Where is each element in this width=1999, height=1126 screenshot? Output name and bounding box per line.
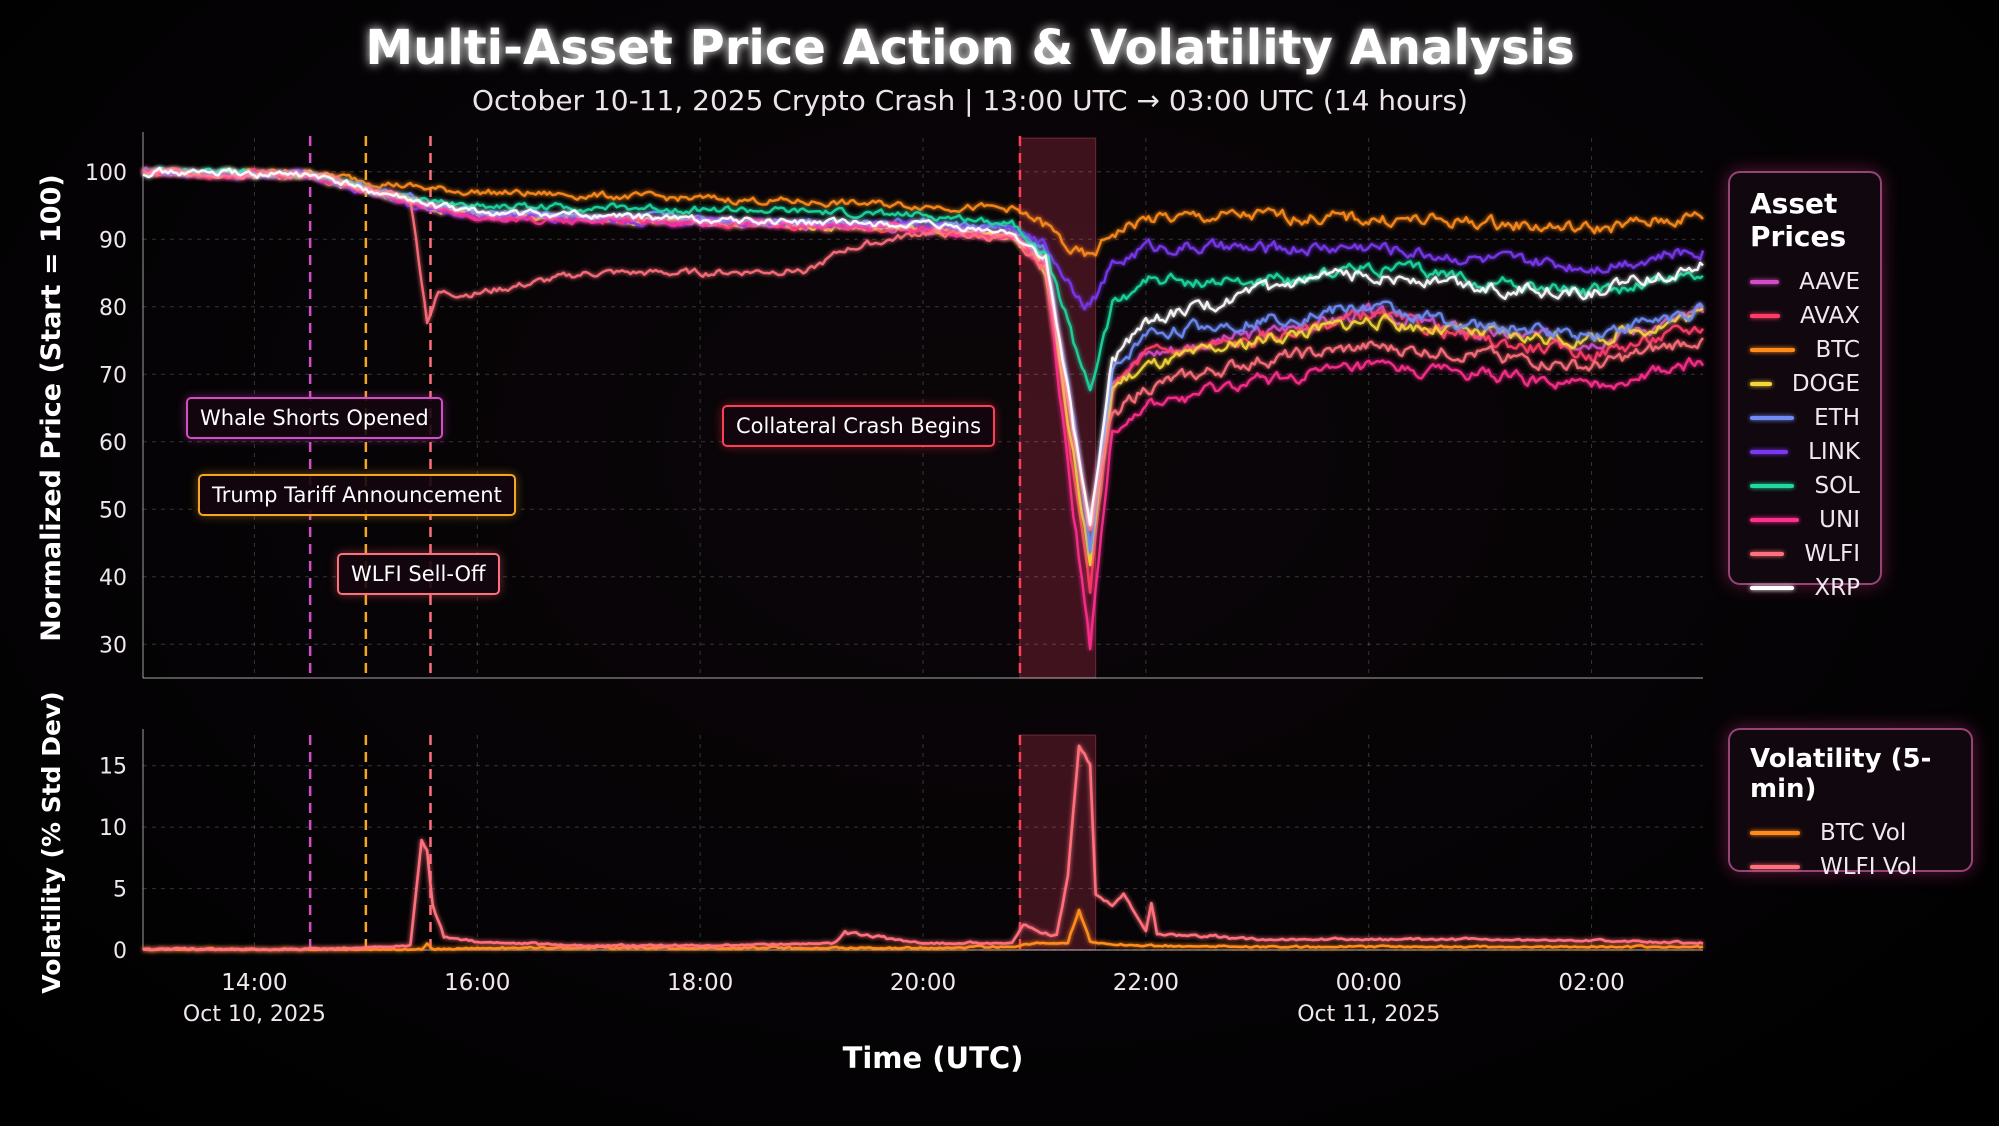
y-tick-label: 60 <box>99 431 127 456</box>
legend-label: BTC <box>1815 337 1860 363</box>
series-line-sol <box>142 166 1704 392</box>
chart-title: Multi-Asset Price Action & Volatility An… <box>365 20 1574 76</box>
legend-swatch <box>1750 280 1780 284</box>
series-line-xrp <box>142 166 1704 527</box>
y-tick-label: 80 <box>99 296 127 321</box>
y-tick-label: 15 <box>99 755 127 780</box>
legend-swatch <box>1750 450 1789 454</box>
x-tick-label: 16:00 <box>444 970 510 996</box>
x-tick-label: 02:00 <box>1558 970 1624 996</box>
x-tick-sublabel: Oct 10, 2025 <box>183 1002 326 1027</box>
y-tick-label: 30 <box>99 633 127 658</box>
legend-item: UNI <box>1750 503 1860 537</box>
event-annotation: Whale Shorts Opened <box>186 397 443 439</box>
legend-title: Asset Prices <box>1750 187 1847 253</box>
chart-subtitle: October 10-11, 2025 Crypto Crash | 13:00… <box>472 84 1468 117</box>
x-tick-label: 00:00 <box>1336 970 1402 996</box>
legend-swatch <box>1750 348 1796 352</box>
legend-item: WLFI <box>1750 537 1860 571</box>
y-tick-label: 90 <box>99 228 127 253</box>
legend-swatch <box>1750 484 1795 488</box>
event-annotation: Trump Tariff Announcement <box>198 474 516 516</box>
legend-item: BTC Vol <box>1750 816 1951 850</box>
legend-swatch <box>1750 416 1795 420</box>
legend-item: DOGE <box>1750 367 1860 401</box>
legend-swatch <box>1750 518 1800 522</box>
legend-title: Volatility (5-min) <box>1750 744 1932 804</box>
legend-swatch <box>1750 831 1800 835</box>
vol-line-btc-vol <box>142 908 1704 952</box>
legend-swatch <box>1750 382 1772 386</box>
legend-label: AVAX <box>1799 303 1860 329</box>
legend-volatility: Volatility (5-min) BTC Vol WLFI Vol <box>1728 728 1973 880</box>
y-tick-label: 5 <box>113 878 127 903</box>
legend-label: WLFI <box>1804 541 1860 567</box>
legend-asset-prices: Asset Prices AAVE AVAX BTC DOGE ETH LINK SOL UN… <box>1728 171 1882 601</box>
legend-swatch <box>1750 865 1800 869</box>
legend-item: AAVE <box>1750 265 1860 299</box>
x-tick-label: 22:00 <box>1113 970 1179 996</box>
x-tick-label: 20:00 <box>890 970 956 996</box>
legend-label: LINK <box>1808 439 1860 465</box>
legend-item: LINK <box>1750 435 1860 469</box>
legend-item: ETH <box>1750 401 1860 435</box>
vol-line-wlfi-vol <box>143 744 1704 952</box>
y-axis-label-volatility: Volatility (% Std Dev) <box>37 691 66 993</box>
event-annotation: WLFI Sell-Off <box>337 553 500 595</box>
y-tick-label: 50 <box>99 498 127 523</box>
x-tick-sublabel: Oct 11, 2025 <box>1297 1002 1440 1027</box>
series-line-btc <box>142 167 1704 257</box>
legend-label: SOL <box>1814 473 1860 499</box>
y-tick-label: 10 <box>99 816 127 841</box>
legend-item: SOL <box>1750 469 1860 503</box>
y-tick-label: 40 <box>99 566 127 591</box>
y-tick-label: 100 <box>85 161 127 186</box>
legend-label: WLFI Vol <box>1820 854 1918 880</box>
legend-item: XRP <box>1750 571 1860 605</box>
legend-label: BTC Vol <box>1820 820 1907 846</box>
event-annotation: Collateral Crash Begins <box>722 405 996 447</box>
legend-item: AVAX <box>1750 299 1860 333</box>
legend-label: DOGE <box>1791 371 1860 397</box>
y-tick-label: 70 <box>99 363 127 388</box>
x-axis-label: Time (UTC) <box>843 1041 1024 1075</box>
y-axis-label-price: Normalized Price (Start = 100) <box>36 174 67 641</box>
legend-label: AAVE <box>1799 269 1860 295</box>
x-tick-label: 18:00 <box>667 970 733 996</box>
crash-highlight-band <box>1019 734 1097 951</box>
legend-swatch <box>1750 586 1795 590</box>
x-tick-label: 14:00 <box>221 970 287 996</box>
legend-label: ETH <box>1814 405 1860 431</box>
legend-item: BTC <box>1750 333 1860 367</box>
y-tick-label: 0 <box>113 939 127 964</box>
legend-swatch <box>1750 314 1780 318</box>
series-line-uni <box>142 168 1704 651</box>
legend-item: WLFI Vol <box>1750 850 1951 884</box>
legend-label: UNI <box>1819 507 1860 533</box>
legend-label: XRP <box>1814 575 1860 601</box>
legend-swatch <box>1750 552 1785 556</box>
